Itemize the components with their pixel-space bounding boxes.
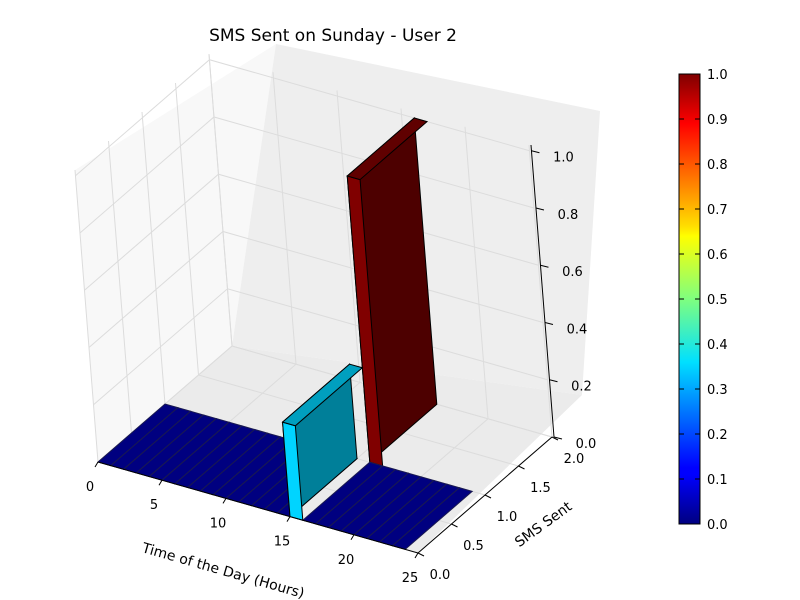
z-tick: [535, 207, 545, 211]
x-tick-label: 15: [274, 535, 291, 550]
x-tick: [222, 498, 227, 504]
colorbar-tick-label: 0.8: [707, 158, 728, 173]
colorbar-tick-label: 0.4: [707, 338, 728, 353]
y-axis-label: SMS Sent: [512, 499, 575, 551]
colorbar-tick-label: 0.9: [707, 113, 728, 128]
x-tick: [94, 461, 99, 468]
colorbar-ticks: 0.0 0.1 0.2 0.3 0.4 0.5 0.6 0.7 0.8 0.9 1.0: [679, 68, 728, 533]
x-tick: [286, 516, 291, 522]
y-tick-label: 0.0: [430, 568, 451, 583]
x-tick-label: 20: [338, 553, 355, 568]
colorbar-tick-label: 0.7: [707, 203, 728, 218]
z-tick: [531, 150, 540, 154]
y-tick-label: 1.0: [497, 510, 518, 525]
z-tick: [549, 379, 558, 383]
grid-y-line: [175, 82, 519, 467]
z-tick: [544, 322, 554, 325]
bars-layer: [96, 116, 474, 550]
z-tick-label: 0.2: [571, 380, 592, 395]
colorbar-tick-label: 0.3: [707, 383, 728, 398]
y-tick: [551, 436, 559, 441]
z-tick-label: 0.8: [558, 208, 579, 223]
colorbar-tick-label: 0.2: [707, 428, 728, 443]
colorbar-tick-label: 0.0: [707, 518, 728, 533]
z-tick-label: 1.0: [553, 151, 574, 166]
x-tick-label: 10: [210, 516, 227, 531]
x-tick: [414, 552, 419, 559]
y-tick-label: 2.0: [564, 452, 585, 467]
x-tick-label: 5: [150, 498, 158, 513]
x-tick-label: 0: [86, 480, 94, 495]
y-tick: [484, 494, 492, 499]
colorbar-tick-label: 0.1: [707, 473, 728, 488]
z-tick: [553, 436, 563, 440]
colorbar-tick-label: 0.5: [707, 293, 728, 308]
axes-layer: [94, 144, 563, 559]
x-axis-line: [97, 461, 419, 554]
y-tick: [417, 552, 425, 557]
x-tick: [350, 534, 355, 541]
y-tick: [518, 465, 525, 470]
z-axis-line: [530, 144, 555, 438]
x-tick: [158, 479, 163, 486]
y-tick-label: 0.5: [463, 539, 484, 554]
grid-y-line: [208, 53, 553, 438]
x-tick-label: 25: [402, 571, 419, 586]
z-tick-label: 0.0: [576, 437, 597, 452]
z-tick: [540, 264, 549, 268]
bar-top-face: [346, 117, 429, 181]
z-tick-label: 0.4: [567, 322, 588, 337]
y-tick-label: 1.5: [530, 481, 551, 496]
y-tick: [451, 523, 458, 528]
chart-title: SMS Sent on Sunday - User 2: [209, 26, 457, 46]
z-tick-label: 0.6: [562, 265, 583, 280]
colorbar-tick-label: 0.6: [707, 248, 728, 263]
colorbar-tick-label: 1.0: [707, 68, 728, 83]
bar-top-face: [281, 363, 364, 427]
